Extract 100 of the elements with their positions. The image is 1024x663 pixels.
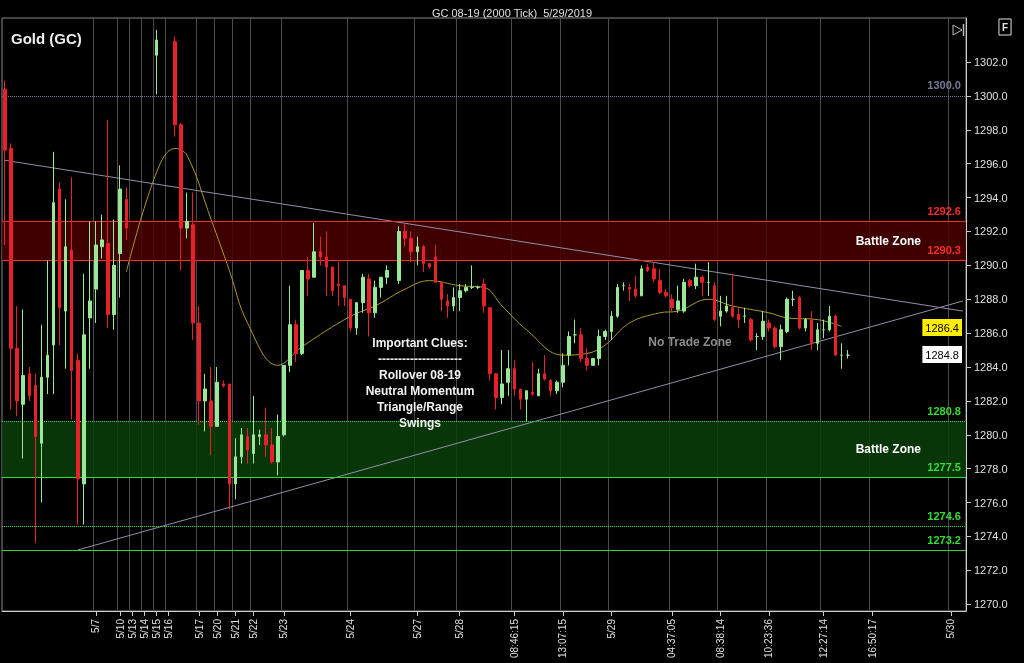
x-tick-label: 5/23 [278,618,290,639]
candlestick [82,273,86,526]
candlestick [416,236,419,266]
y-tick-label: 1298.0 [974,123,1008,136]
annotation: No Trade Zone [648,335,732,349]
band-label: Battle Zone [855,233,922,248]
candlestick [34,373,37,544]
y-tick-label: 1270.0 [974,598,1008,611]
x-tick-label: 5/24 [345,618,357,639]
candlestick [634,275,637,299]
x-tick-label: 5/29 [605,618,617,639]
candlestick [804,317,807,332]
x-tick-label: 5/22 [248,618,260,639]
candlestick [773,325,777,349]
candlestick [810,310,813,351]
x-tick-label: 13:07:15 [557,618,569,658]
candlestick [700,275,704,297]
candlestick [88,220,92,370]
line-series [125,147,843,366]
candlestick [397,225,401,285]
y-tick-label: 1290.0 [974,259,1008,272]
candlestick [694,263,698,290]
chart-title: GC 08-19 (2000 Tick) 5/29/2019 [431,6,593,19]
candlestick [822,319,825,339]
candlestick [234,437,237,500]
ref-line-label: 1280.8 [927,404,961,417]
candlestick [719,295,722,327]
annotation: 1284.8 [925,348,959,361]
x-tick-label: 5/7 [90,618,102,633]
candlestick [628,283,631,302]
candlestick [409,230,413,263]
x-tick-label: 08:46:15 [508,618,520,658]
candlestick [373,280,377,319]
candlestick [191,192,195,341]
candlestick [725,295,728,314]
candlestick [828,305,831,332]
candlestick [573,319,577,344]
candlestick [779,324,783,361]
y-tick-label: 1276.0 [974,496,1008,509]
ref-line-label: 1274.6 [927,509,961,522]
candlestick [731,273,734,319]
candlestick [185,192,189,239]
text: F [1001,21,1009,33]
candlestick [385,264,389,285]
candlestick [312,222,316,278]
candlestick [707,261,710,297]
candlestick [713,281,716,322]
candlestick [58,181,61,346]
candlestick [452,286,455,312]
candlestick [500,349,504,405]
x-tick-label: 5/13 [126,618,138,639]
candlestick [258,429,261,446]
candlestick [464,283,468,293]
candlestick [616,283,619,319]
candlestick [331,266,334,297]
candlestick [343,285,346,307]
candlestick [640,264,643,297]
y-tick-label: 1294.0 [974,191,1008,204]
ref-line-label: 1273.2 [927,533,961,546]
candlestick [319,236,322,266]
candlestick [531,361,534,397]
candlestick [525,390,528,422]
candlestick [403,222,407,248]
x-tick-label: 5/17 [193,618,205,639]
x-tick-label: 12:27:14 [818,618,830,658]
candlestick [337,261,340,307]
candlestick [610,310,613,341]
candlestick [428,263,431,270]
candlestick [118,164,122,299]
candlestick [676,285,680,314]
x-tick-label: 5/20 [211,618,223,639]
candlestick [100,214,104,260]
candlestick [355,302,358,336]
candlestick [682,278,686,314]
y-tick-label: 1288.0 [974,293,1008,306]
candlestick [15,305,19,417]
candlestick [458,283,462,312]
candlestick [215,366,219,427]
x-tick-label: 5/28 [454,618,466,639]
y-tick-label: 1272.0 [974,564,1008,577]
candlestick [603,329,607,341]
candlestick [737,307,740,329]
candlestick [209,366,213,456]
candlestick [112,219,116,331]
candlestick [270,427,274,465]
candlestick [264,407,268,458]
candlestick [155,29,158,95]
candlestick [252,395,255,465]
candlestick [300,269,304,356]
x-tick-label: 5/16 [163,618,175,639]
candlestick [422,244,425,273]
candlestick [246,427,249,465]
candlestick [549,378,552,397]
candlestick [125,186,128,241]
candlestick [555,380,559,395]
annotation: 1286.4 [925,321,959,334]
candlestick [785,297,789,334]
candlestick [434,244,437,283]
candlestick [276,413,280,476]
candlestick [228,383,231,510]
